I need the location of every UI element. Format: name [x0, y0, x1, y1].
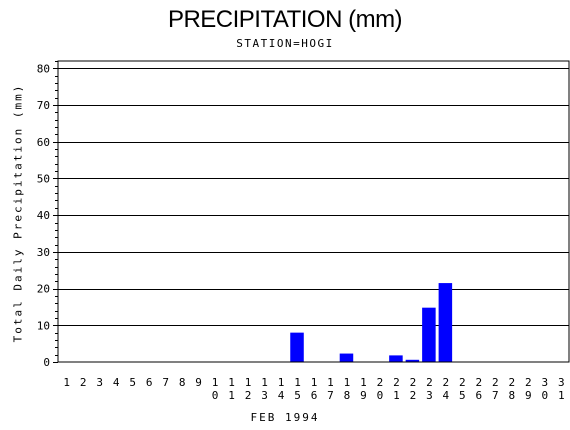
x-tick-label: 8 — [179, 376, 186, 389]
bar — [290, 332, 304, 362]
y-axis-label: Total Daily Precipitation (mm) — [11, 83, 25, 343]
x-axis-label: FEB 1994 — [250, 411, 320, 424]
x-tick-label: 1 — [63, 376, 70, 389]
plot-frame — [57, 60, 570, 363]
y-axis: 0 10 20 30 40 50 60 70 80 — [37, 61, 58, 369]
bar — [438, 283, 453, 362]
x-tick-label: 5 — [129, 376, 136, 389]
x-tick-label: 9 — [195, 376, 202, 389]
chart-subtitle: STATION=HOGI — [236, 37, 334, 50]
x-tick-label: 6 — [146, 376, 153, 389]
y-tick-label: 10 — [37, 319, 50, 332]
y-tick-label: 50 — [37, 172, 50, 185]
bar — [389, 355, 403, 362]
bar — [405, 359, 420, 362]
y-tick-label: 0 — [43, 356, 50, 369]
y-tick-label: 20 — [37, 283, 50, 296]
x-axis: 1 2 3 4 5 6 7 8 9 1 01 11 21 31 41 51 61 71 81 92 02 12 22 32 42… — [63, 376, 564, 402]
bar — [339, 353, 354, 362]
y-tick-label: 30 — [37, 246, 50, 259]
y-tick-label: 80 — [37, 62, 50, 75]
x-tick-label: 4 — [113, 376, 120, 389]
x-tick-label: 2 — [80, 376, 87, 389]
bars — [290, 283, 453, 362]
y-tick-label: 40 — [37, 209, 50, 222]
y-tick-label: 70 — [37, 99, 50, 112]
x-tick-label: 3 — [96, 376, 103, 389]
y-tick-label: 60 — [37, 136, 50, 149]
bar — [422, 307, 436, 362]
chart-title: PRECIPITATION (mm) — [167, 6, 403, 33]
x-tick-label: 7 — [162, 376, 169, 389]
grid-lines — [58, 68, 569, 326]
